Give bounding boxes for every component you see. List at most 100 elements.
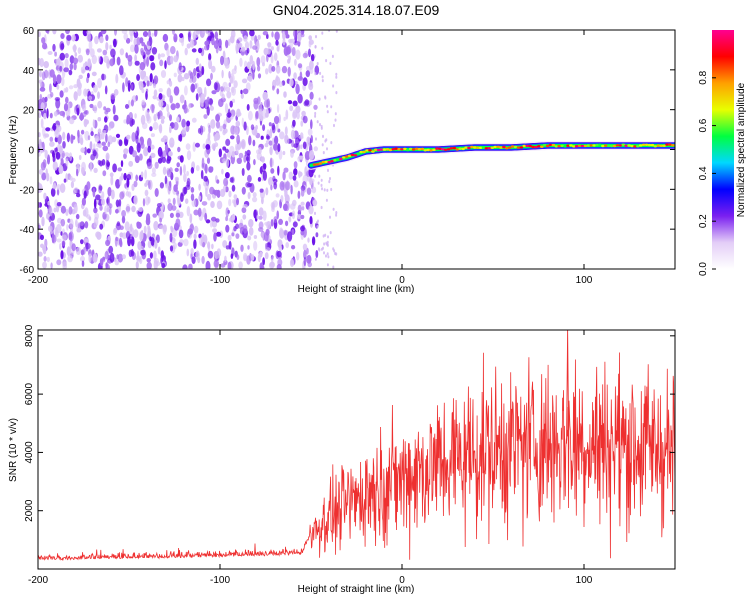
heatmap-noise-cell: [225, 216, 229, 222]
heatmap-noise-cell: [189, 213, 193, 224]
heatmap-noise-cell: [283, 229, 288, 236]
heatmap-noise-cell: [266, 135, 271, 140]
heatmap-noise-cell: [195, 57, 199, 65]
heatmap-noise-cell: [133, 195, 138, 205]
heatmap-ridge-cell: [347, 154, 352, 157]
heatmap-noise-cell: [59, 183, 66, 194]
heatmap-noise-cell: [322, 134, 324, 138]
heatmap-noise-cell: [275, 193, 280, 198]
heatmap-noise-cell: [235, 120, 241, 127]
heatmap-noise-cell: [144, 182, 148, 187]
heatmap-noise-cell: [211, 37, 215, 46]
heatmap-ridge-cell: [344, 155, 349, 158]
heatmap-noise-cell: [259, 262, 264, 269]
heatmap-noise-cell: [145, 109, 150, 119]
heatmap-noise-cell: [52, 161, 58, 171]
heatmap-ridge-cell: [359, 150, 364, 154]
heatmap-noise-cell: [300, 188, 305, 197]
heatmap-noise-cell: [92, 150, 97, 157]
heatmap-ridge-cell: [455, 148, 460, 151]
heatmap-noise-cell: [314, 114, 317, 118]
heatmap-noise-cell: [220, 86, 224, 92]
heatmap-noise-cell: [61, 77, 65, 87]
heatmap-noise-cell: [88, 40, 93, 51]
heatmap-noise-cell: [166, 158, 171, 164]
heatmap-noise-cell: [69, 175, 73, 181]
heatmap-ridge-cell: [368, 149, 372, 152]
heatmap-noise-cell: [81, 260, 85, 268]
heatmap-noise-cell: [243, 35, 248, 42]
heatmap-ridge-cell: [502, 145, 506, 149]
heatmap-noise-cell: [52, 124, 57, 131]
heatmap-noise-cell: [228, 198, 232, 207]
heatmap-noise-cell: [179, 155, 184, 163]
heatmap-noise-cell: [172, 197, 176, 206]
heatmap-noise-cell: [225, 224, 230, 233]
heatmap-ridge-cell: [507, 146, 512, 149]
heatmap-noise-cell: [77, 82, 82, 90]
heatmap-noise-cell: [42, 261, 47, 269]
heatmap-ridge-cell: [522, 144, 527, 148]
heatmap-y-tick-label: -60: [20, 265, 35, 276]
heatmap-noise-cell: [287, 100, 293, 105]
heatmap-noise-cell: [59, 243, 62, 250]
heatmap-noise-cell: [268, 122, 272, 127]
heatmap-noise-cell: [154, 188, 159, 197]
heatmap-noise-cell: [115, 133, 121, 138]
heatmap-noise-cell: [249, 30, 255, 37]
heatmap-noise-cell: [141, 42, 146, 47]
heatmap-noise-cell: [300, 120, 304, 127]
heatmap-noise-cell: [316, 225, 319, 229]
heatmap-noise-cell: [55, 230, 59, 238]
heatmap-noise-cell: [332, 84, 335, 88]
heatmap-noise-cell: [75, 213, 80, 220]
heatmap-noise-cell: [186, 248, 190, 257]
heatmap-noise-cell: [130, 32, 133, 43]
heatmap-ridge-cell: [464, 146, 468, 149]
heatmap-noise-cell: [118, 237, 123, 246]
heatmap-noise-cell: [329, 177, 331, 181]
heatmap-noise-cell: [318, 97, 321, 101]
heatmap-noise-cell: [73, 189, 76, 195]
heatmap-noise-cell: [123, 33, 128, 41]
heatmap-ridge-cell: [408, 147, 413, 151]
heatmap-noise-cell: [97, 100, 103, 109]
heatmap-noise-cell: [284, 181, 291, 191]
heatmap-noise-cell: [126, 114, 131, 125]
heatmap-noise-cell: [130, 236, 135, 247]
heatmap-noise-cell: [252, 196, 258, 203]
heatmap-noise-cell: [50, 91, 54, 98]
heatmap-noise-cell: [152, 121, 159, 131]
heatmap-ridge-cell: [551, 143, 556, 147]
heatmap-noise-cell: [46, 256, 50, 263]
snr-y-tick-label: 4000: [24, 441, 35, 464]
heatmap-noise-cell: [48, 225, 53, 232]
heatmap-noise-cell: [247, 174, 252, 183]
heatmap-noise-cell: [114, 260, 120, 266]
heatmap-noise-cell: [128, 226, 132, 234]
heatmap-noise-cell: [151, 167, 156, 174]
heatmap-ridge-cell: [636, 145, 640, 148]
heatmap-ridge-cell: [537, 145, 541, 148]
heatmap-noise-cell: [245, 82, 251, 91]
heatmap-noise-cell: [39, 70, 42, 78]
heatmap-noise-cell: [265, 187, 269, 196]
heatmap-noise-cell: [216, 179, 220, 184]
heatmap-noise-cell: [64, 53, 69, 59]
heatmap-noise-cell: [194, 83, 198, 90]
heatmap-noise-cell: [126, 134, 131, 140]
heatmap-noise-cell: [248, 135, 252, 146]
heatmap-noise-cell: [90, 48, 95, 58]
heatmap-ridge-cell: [438, 147, 442, 150]
heatmap-noise-cell: [162, 33, 169, 43]
heatmap-y-tick-label: 40: [23, 66, 35, 77]
heatmap-noise-cell: [262, 124, 266, 131]
heatmap-noise-cell: [73, 44, 77, 53]
heatmap-noise-cell: [213, 232, 217, 242]
heatmap-noise-cell: [202, 241, 206, 248]
heatmap-noise-cell: [226, 91, 232, 99]
heatmap-noise-cell: [50, 262, 53, 269]
heatmap-noise-cell: [278, 81, 283, 88]
heatmap-noise-cell: [319, 71, 322, 75]
heatmap-noise-cell: [195, 93, 199, 101]
